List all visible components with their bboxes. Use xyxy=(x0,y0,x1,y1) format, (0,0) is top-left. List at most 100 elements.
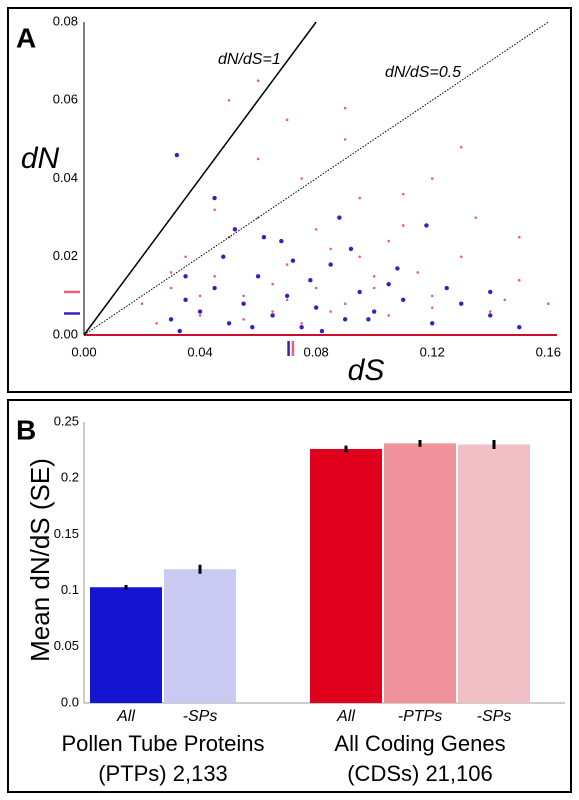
point xyxy=(241,301,246,306)
bar xyxy=(458,444,530,703)
point xyxy=(313,305,319,310)
point xyxy=(387,239,390,243)
point xyxy=(198,294,202,298)
bar xyxy=(164,569,236,703)
point xyxy=(503,298,507,302)
point xyxy=(227,98,231,102)
point xyxy=(221,254,226,259)
ref-line-label: dN/dS=0.5 xyxy=(385,64,461,81)
point xyxy=(430,294,434,298)
category-label: All xyxy=(336,708,355,725)
point xyxy=(212,195,217,201)
point xyxy=(387,314,390,317)
point xyxy=(430,177,434,180)
point xyxy=(459,255,463,259)
group-label: (PTPs) 2,133 xyxy=(98,761,228,786)
point xyxy=(213,275,216,278)
point xyxy=(342,317,348,322)
point xyxy=(169,286,173,290)
ref-line xyxy=(83,21,317,336)
y-tick-label: 0.02 xyxy=(53,248,78,263)
category-label: -PTPs xyxy=(398,708,442,725)
point xyxy=(300,321,303,325)
y-tick-label: 0.00 xyxy=(53,326,78,341)
group-label: Pollen Tube Proteins xyxy=(61,731,264,756)
point xyxy=(329,310,332,313)
point xyxy=(285,263,289,266)
group-label: (CDSs) 21,106 xyxy=(347,761,493,786)
point xyxy=(183,297,188,302)
point xyxy=(177,328,182,334)
category-label: -SPs xyxy=(477,708,512,725)
point xyxy=(242,294,245,298)
point xyxy=(174,152,180,158)
point xyxy=(401,224,405,227)
point xyxy=(290,258,296,263)
point xyxy=(212,285,217,291)
point xyxy=(300,177,303,180)
point xyxy=(488,313,493,318)
point xyxy=(256,157,260,161)
point xyxy=(343,106,347,110)
bar xyxy=(90,587,162,703)
point xyxy=(395,266,400,271)
bar xyxy=(384,443,456,703)
point xyxy=(444,285,449,291)
point xyxy=(401,192,405,196)
point xyxy=(371,309,377,314)
point xyxy=(226,321,232,326)
point xyxy=(232,227,238,232)
y-tick-label: 0.08 xyxy=(53,13,78,28)
panel-letter: A xyxy=(16,22,36,53)
y-tick-label: 0.2 xyxy=(61,470,79,485)
y-tick-label: 0.04 xyxy=(53,170,78,185)
x-tick-label: 0.16 xyxy=(536,344,561,359)
point xyxy=(242,318,245,321)
point xyxy=(284,293,290,299)
point xyxy=(386,281,391,287)
point xyxy=(488,310,492,313)
x-tick-label: 0.00 xyxy=(71,344,96,359)
point xyxy=(358,196,361,200)
panel-b-frame xyxy=(7,399,572,793)
point xyxy=(271,282,274,286)
ref-line xyxy=(83,21,549,336)
point xyxy=(250,324,255,330)
category-label: All xyxy=(116,708,135,725)
y-tick-label: 0.0 xyxy=(61,694,79,709)
point xyxy=(430,306,434,309)
point xyxy=(197,309,203,314)
point xyxy=(343,138,347,141)
point xyxy=(213,208,216,212)
x-tick-label: 0.08 xyxy=(303,344,328,359)
point xyxy=(329,247,332,251)
point xyxy=(488,289,493,295)
group-label: All Coding Genes xyxy=(334,731,505,756)
point xyxy=(299,324,304,330)
point xyxy=(183,274,188,279)
ref-line-label: dN/dS=1 xyxy=(218,51,281,68)
panel-letter: B xyxy=(16,414,36,445)
point xyxy=(459,301,464,306)
x-tick-label: 0.12 xyxy=(420,344,445,359)
point xyxy=(270,313,275,318)
point xyxy=(169,271,173,274)
y-axis-label: Mean dN/dS (SE) xyxy=(25,458,55,662)
point xyxy=(546,302,550,306)
y-tick-label: 0.06 xyxy=(53,92,78,107)
x-tick-label: 0.04 xyxy=(187,344,212,359)
point xyxy=(416,271,420,274)
point xyxy=(261,234,267,240)
point xyxy=(372,275,376,278)
point xyxy=(155,321,158,325)
point xyxy=(474,216,478,219)
point xyxy=(328,262,333,267)
point xyxy=(140,302,144,306)
point xyxy=(357,289,362,295)
point xyxy=(517,235,521,239)
point xyxy=(424,223,429,228)
point xyxy=(285,118,289,122)
x-axis-label: dS xyxy=(348,354,385,387)
y-tick-label: 0.1 xyxy=(61,582,79,597)
